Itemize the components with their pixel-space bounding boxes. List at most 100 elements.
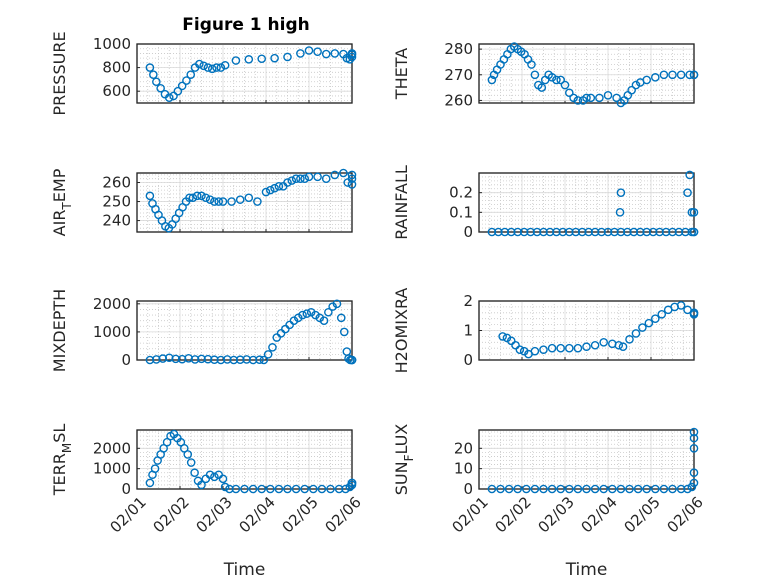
data-point [511,340,520,350]
data-point [203,354,213,364]
data-point [530,484,540,494]
data-point [274,484,284,494]
data-point [530,346,540,356]
y-axis-label: PRESSURE [50,31,69,115]
data-point [188,193,198,203]
y-tick-label: 2 [463,292,473,310]
data-point [556,343,566,353]
data-point [635,227,645,237]
data-point [655,227,664,237]
data-point [205,470,215,480]
data-point [608,484,617,494]
axes-frame [136,300,353,361]
data-point [552,75,561,85]
y-axis-label: THETA [392,48,411,100]
data-point [683,484,692,494]
data-point [616,484,626,494]
data-point [328,302,337,311]
y-axis-label: AIRTEMP [50,168,74,236]
y-tick-label: 270 [444,66,473,84]
data-point [235,355,245,365]
subplot-mixdepth: 0 1000 2000 MIXDEPTH [50,289,357,372]
data-point [689,468,699,478]
y-axis-label: SUNFLUX [392,424,416,496]
data-point [216,355,226,365]
axes-border [478,429,695,490]
x-tick-label: 02/02 [492,493,535,536]
data-point [659,484,669,494]
data-point [231,56,241,65]
x-tick-label: 02/01 [449,493,492,536]
data-point [689,433,699,443]
data-point [283,52,292,62]
data-point [506,227,516,237]
data-point [569,93,578,103]
data-point [197,354,206,364]
data-point [506,336,516,346]
axes-border [478,300,695,361]
x-tick-label: 02/01 [107,493,150,536]
data-point [156,83,165,93]
data-point [190,468,199,478]
data-point [522,484,531,494]
data-point [186,458,196,467]
data-point [201,193,211,203]
data-point [347,355,357,365]
data-point [571,227,581,237]
data-point [227,197,236,206]
data-point [164,93,174,102]
data-point [205,195,215,204]
axes-border [136,172,353,233]
data-point [186,70,196,79]
data-point [216,63,226,72]
data-point [689,478,699,488]
y-axis-label: MIXDEPTH [50,289,69,372]
x-axis-label: Time [223,560,266,580]
data-point [171,354,180,364]
data-point [676,301,686,310]
data-point [577,227,587,237]
data-point [627,85,636,95]
data-point [289,316,299,325]
data-point [326,484,335,494]
data-point [308,484,318,494]
data-point [683,188,692,197]
data-point [347,170,357,180]
data-point [515,345,525,354]
y-tick-label: 0.1 [449,203,473,221]
data-point [296,174,305,184]
data-point [347,478,357,488]
data-point [235,195,245,204]
data-point [689,208,699,217]
data-point [530,70,540,80]
data-point [347,49,357,58]
subplot-pressure: 600 800 1000 PRESSURE [50,31,357,116]
y-tick-label: 10 [454,460,473,478]
data-point [347,180,357,189]
data-point [345,482,355,492]
data-point [341,484,350,494]
y-tick-label: 280 [444,40,473,58]
data-point [642,75,652,85]
data-point [242,355,251,364]
data-point [302,309,312,318]
x-tick-label: 02/06 [322,493,365,536]
data-point [291,484,301,494]
data-point [547,343,557,353]
data-point [300,484,310,494]
data-point [552,227,561,237]
data-point [313,172,322,182]
data-point [177,81,187,91]
data-point [556,75,566,85]
data-point [287,176,297,185]
data-point [332,299,342,309]
data-point [220,60,230,70]
data-point [304,46,314,55]
data-point [182,76,191,85]
axes-border [136,43,353,104]
data-point [623,227,632,237]
data-point [539,484,548,494]
data-point [610,227,619,237]
data-point [265,484,275,494]
data-point [283,484,292,494]
